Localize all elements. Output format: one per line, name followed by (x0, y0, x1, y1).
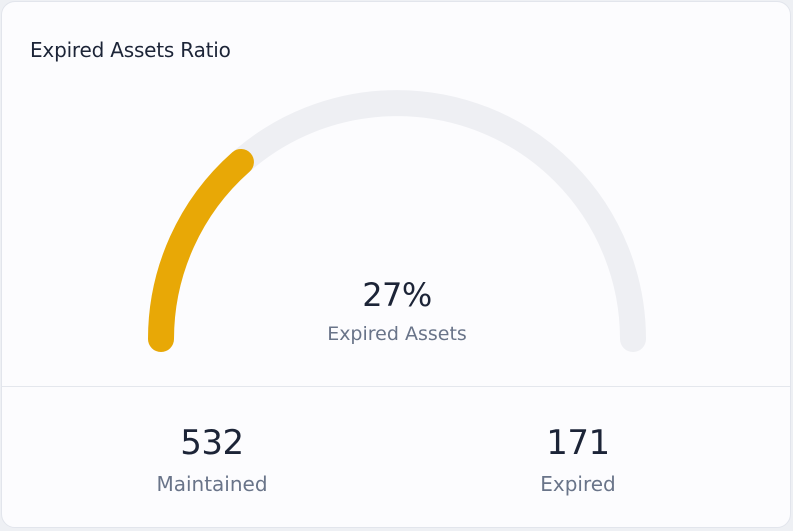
maintained-count: 532 (180, 423, 244, 463)
gauge-fill (148, 148, 254, 352)
gauge-label: Expired Assets (327, 323, 467, 345)
stat-maintained: 532 Maintained (92, 422, 332, 496)
maintained-label: Maintained (156, 472, 268, 496)
card-title: Expired Assets Ratio (30, 38, 231, 62)
gauge-chart (148, 90, 646, 352)
stat-expired: 171 Expired (458, 422, 698, 496)
gauge: 27% Expired Assets (2, 2, 790, 387)
gauge-percent-value: 27% (362, 276, 432, 314)
expired-label: Expired (540, 472, 616, 496)
expired-count: 171 (546, 423, 610, 463)
section-divider (2, 386, 790, 387)
